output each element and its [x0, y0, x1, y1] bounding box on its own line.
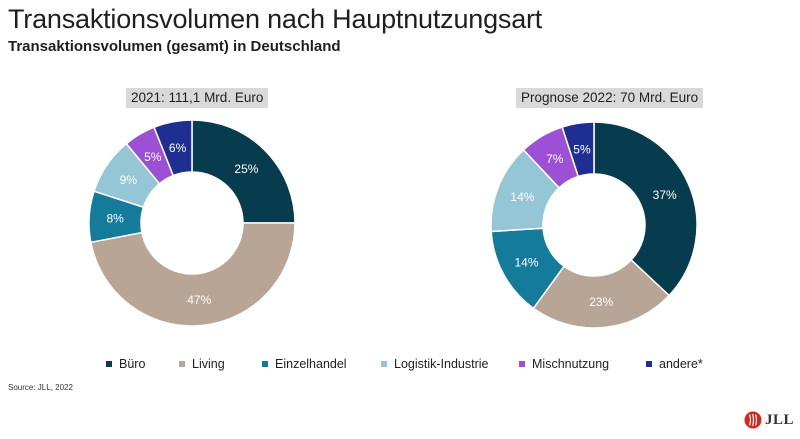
- chart-subtitle: Transaktionsvolumen (gesamt) in Deutschl…: [8, 38, 341, 55]
- slice-1-büro: [593, 121, 698, 297]
- legend-label-einzelhandel: Einzelhandel: [275, 357, 347, 371]
- chart-title: Transaktionsvolumen nach Hauptnutzungsar…: [8, 4, 543, 34]
- donut-1: 37% 23% 14% 14% 7% 5%: [490, 121, 698, 329]
- legend-swatch-einzelhandel: [262, 361, 268, 367]
- jll-logo-text: JLL: [765, 411, 795, 428]
- donut-2021-title: 2021: 111,1 Mrd. Euro: [126, 88, 269, 108]
- legend-label-mischnutzung: Mischnutzung: [532, 357, 610, 371]
- slice-0-büro: [191, 119, 296, 224]
- donut-0: 25% 47% 8% 9% 5% 6%: [88, 119, 296, 327]
- legend-label-living: Living: [192, 357, 225, 371]
- donut-2022-title: Prognose 2022: 70 Mrd. Euro: [516, 88, 704, 108]
- slice-0-andere: [153, 119, 193, 177]
- legend-label-logistik: Logistik-Industrie: [394, 357, 489, 371]
- slice-0-living: [89, 222, 296, 327]
- data-label-1-mischnutzung: 7%: [546, 152, 564, 166]
- legend-swatch-mischnutzung: [519, 361, 525, 367]
- data-label-1-einzelhandel: 14%: [515, 256, 539, 270]
- data-label-0-einzelhandel: 8%: [106, 212, 124, 226]
- legend-item-andere: andere*: [646, 357, 703, 371]
- data-label-1-büro: 37%: [653, 188, 677, 202]
- legend-swatch-buero: [106, 361, 112, 367]
- data-label-0-büro: 25%: [234, 162, 258, 176]
- legend-swatch-living: [179, 361, 185, 367]
- slice-1-andere: [561, 121, 595, 178]
- jll-logo: JLL: [744, 411, 794, 429]
- slice-1-living: [532, 258, 671, 329]
- data-label-0-logistik-industrie: 9%: [120, 173, 138, 187]
- legend-item-buero: Büro: [106, 357, 145, 371]
- legend: Büro Living Einzelhandel Logistik-Indust…: [0, 357, 800, 375]
- source-note: Source: JLL, 2022: [8, 383, 73, 392]
- legend-swatch-andere: [646, 361, 652, 367]
- legend-item-logistik: Logistik-Industrie: [381, 357, 489, 371]
- legend-swatch-logistik: [381, 361, 387, 367]
- data-label-0-living: 47%: [187, 293, 211, 307]
- data-label-0-mischnutzung: 5%: [144, 150, 162, 164]
- legend-item-living: Living: [179, 357, 225, 371]
- legend-label-andere: andere*: [659, 357, 703, 371]
- legend-item-mischnutzung: Mischnutzung: [519, 357, 609, 371]
- data-label-1-living: 23%: [589, 295, 613, 309]
- legend-label-buero: Büro: [119, 357, 146, 371]
- legend-item-einzelhandel: Einzelhandel: [262, 357, 347, 371]
- jll-logo-icon: [744, 411, 762, 429]
- data-label-0-andere: 6%: [169, 141, 187, 155]
- data-label-1-andere: 5%: [573, 142, 591, 156]
- data-label-1-logistik-industrie: 14%: [510, 190, 534, 204]
